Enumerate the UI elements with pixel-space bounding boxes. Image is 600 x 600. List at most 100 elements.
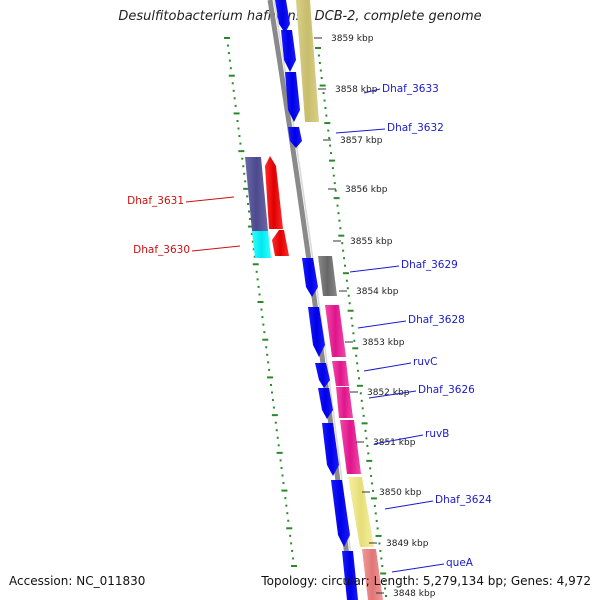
outer-boundary-dot [373,504,376,507]
cds-ruvb[interactable] [322,423,339,476]
inner-boundary-dot [228,59,231,62]
label-leader-line [191,245,241,252]
inner-boundary-dot [274,421,277,424]
inner-boundary-dot [276,451,283,454]
cds-dhaf-3624[interactable] [331,480,350,547]
inner-boundary-dot [243,187,250,190]
gene-label[interactable]: Dhaf_3632 [387,122,444,134]
gene-label[interactable]: Dhaf_3624 [435,494,492,506]
outer-boundary-dot [361,422,368,425]
inner-boundary-dot [248,210,251,213]
inner-boundary-dot [286,512,289,515]
inner-boundary-dot [228,74,235,77]
outer-boundary-dot [357,369,360,372]
cds-dhaf-3633[interactable] [285,72,300,122]
cog-bar-pink-3 [336,387,353,418]
outer-boundary-dot [370,474,373,477]
forward-strand-features [275,0,383,600]
tick-label: 3850 kbp [379,488,422,498]
tick-label: 3858 kbp [335,85,378,95]
cds-quea[interactable] [342,551,358,600]
outer-boundary-dot [360,399,363,402]
inner-boundary-dot [266,353,269,356]
tick-label: 3852 kbp [367,388,410,398]
inner-boundary-dot [261,316,264,319]
feature-boundary-dots [224,37,387,597]
reverse-strand-features [245,156,289,258]
tick-label: 3854 kbp [356,287,399,297]
outer-boundary-dot [324,122,331,125]
tick-label: 3855 kbp [350,237,393,247]
outer-boundary-dot [350,317,353,320]
outer-boundary-dot [380,572,387,575]
inner-boundary-dot [250,233,253,236]
inner-boundary-dot [234,104,237,107]
outer-boundary-dot [328,159,335,162]
gene-label[interactable]: ruvB [425,428,449,440]
tick-label: 3857 kbp [340,136,383,146]
outer-boundary-dot [375,534,382,537]
outer-boundary-dot [328,137,331,140]
topology-label: Topology: circular; Length: 5,279,134 bp… [261,574,591,588]
cds-dhaf-3634b[interactable] [275,0,290,33]
tick-label: 3848 kbp [393,589,436,599]
outer-boundary-dot [365,437,368,440]
cds-dhaf-3628[interactable] [308,307,325,357]
outer-boundary-dot [322,92,325,95]
inner-boundary-dot [281,489,288,492]
inner-boundary-dot [252,263,259,266]
cds-dhaf-3629[interactable] [302,258,318,297]
outer-boundary-dot [359,392,362,395]
outer-boundary-dot [332,174,335,177]
cds-dhaf-3626[interactable] [318,388,333,419]
inner-boundary-dot [275,429,278,432]
cds-dhaf-3630[interactable] [272,230,289,256]
outer-boundary-dot [346,287,349,290]
inner-boundary-dot [268,368,271,371]
cds-dhaf-3631[interactable] [265,156,283,229]
gene-label[interactable]: queA [446,557,474,569]
outer-boundary-dot [317,54,320,57]
inner-boundary-dot [267,361,270,364]
inner-boundary-dot [255,270,258,273]
outer-boundary-dot [381,564,384,567]
label-leader-line [363,88,381,94]
gene-label[interactable]: Dhaf_3631 [127,195,184,207]
inner-boundary-dot [231,82,234,85]
outer-boundary-dot [357,377,360,380]
label-leader-line [185,196,235,203]
outer-boundary-dot [351,324,354,327]
inner-boundary-dot [247,202,250,205]
outer-boundary-dot [362,414,365,417]
inner-boundary-dot [224,37,230,39]
cds-dhaf-3632[interactable] [288,127,302,148]
label-leader-line [391,563,445,573]
cds-dhaf-3634[interactable] [281,30,296,72]
label-leader-line [349,265,400,273]
outer-boundary-dot [336,204,339,207]
outer-boundary-dot [371,489,374,492]
outer-boundary-dot [366,459,373,462]
outer-boundary-dot [341,242,344,245]
gene-label[interactable]: Dhaf_3633 [382,83,439,95]
inner-boundary-dot [271,399,274,402]
outer-boundary-dot [329,144,332,147]
inner-boundary-dot [226,44,229,47]
inner-boundary-dot [271,414,278,417]
gene-label[interactable]: Dhaf_3630 [133,244,190,256]
gene-label[interactable]: Dhaf_3628 [408,314,465,326]
gene-label[interactable]: Dhaf_3626 [418,384,475,396]
inner-boundary-dot [256,278,259,281]
tick-label: 3859 kbp [331,34,374,44]
cds-ruvc[interactable] [315,363,330,388]
inner-boundary-dot [265,346,268,349]
inner-boundary-dot [232,89,235,92]
inner-boundary-dot [248,218,251,221]
inner-boundary-dot [239,142,242,145]
outer-boundary-dot [342,249,345,252]
outer-boundary-dot [343,257,346,260]
inner-boundary-dot [227,52,230,55]
outer-boundary-dot [325,114,328,117]
gene-label[interactable]: ruvC [413,356,438,368]
gene-label[interactable]: Dhaf_3629 [401,259,458,271]
